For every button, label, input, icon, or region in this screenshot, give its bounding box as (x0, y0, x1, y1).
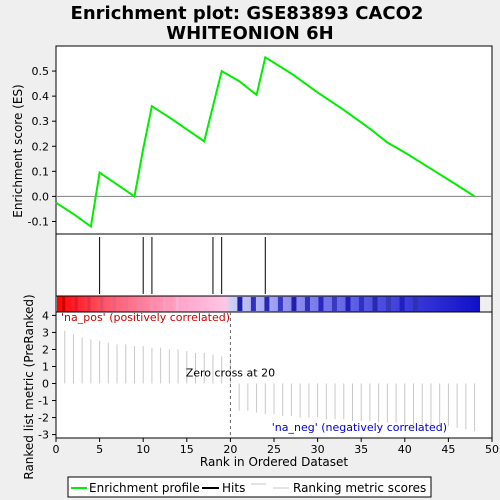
metric-y-tick-label: 3 (42, 326, 49, 339)
metric-y-tick-label: 1 (42, 360, 49, 373)
es-y-tick-label: 0.4 (32, 90, 50, 103)
color-band-stripe (359, 297, 365, 311)
color-band-stripe (413, 297, 419, 311)
x-axis-label: Rank in Ordered Dataset (200, 455, 348, 469)
x-tick-label: 50 (485, 443, 499, 456)
color-band-stripe (291, 297, 297, 311)
color-band-stripe (87, 297, 91, 311)
color-band-stripe (112, 297, 116, 311)
metric-panel (55, 311, 493, 439)
es-y-tick-label: 0.2 (32, 140, 50, 153)
color-band-stripe (250, 297, 256, 311)
x-tick-label: 40 (398, 443, 412, 456)
es-y-tick-label: 0.3 (32, 115, 50, 128)
x-tick-label: 10 (136, 443, 150, 456)
x-tick-label: 20 (223, 443, 237, 456)
color-band-stripe (175, 297, 179, 311)
metric-y-tick-label: -1 (38, 395, 49, 408)
x-tick-label: 35 (354, 443, 368, 456)
negative-correlation-label: 'na_neg' (negatively correlated) (272, 421, 447, 434)
legend-enrichment-label: Enrichment profile (89, 481, 200, 495)
es-y-axis-label: Enrichment score (ES) (11, 84, 25, 217)
color-band-stripe (264, 297, 270, 311)
positive-correlation-label: 'na_pos' (positively correlated) (61, 311, 230, 324)
es-y-tick-label: -0.1 (28, 215, 49, 228)
hits-panel (55, 233, 493, 297)
color-band-stripe (386, 297, 392, 311)
color-band-stripe (74, 297, 78, 311)
x-tick-label: 25 (267, 443, 281, 456)
es-y-tick-label: 0.0 (32, 190, 50, 203)
es-y-tick-label: 0.5 (32, 65, 50, 78)
x-tick-label: 5 (96, 443, 103, 456)
color-band-stripe (277, 297, 283, 311)
legend-hits-label: Hits (222, 481, 245, 495)
color-band-stripe (150, 297, 154, 311)
color-band-stripe (237, 297, 243, 311)
color-band-stripe (304, 297, 310, 311)
es-y-tick-label: 0.1 (32, 165, 50, 178)
metric-y-axis-label: Ranked list metric (PreRanked) (22, 294, 36, 479)
color-band-stripe (331, 297, 337, 311)
color-band-stripe (137, 297, 141, 311)
color-band-stripes (62, 297, 419, 311)
x-tick-label: 45 (441, 443, 455, 456)
es-panel (55, 45, 493, 235)
color-band-stripe (345, 297, 351, 311)
color-band-stripe (318, 297, 324, 311)
legend-metric-label: Ranking metric scores (293, 481, 426, 495)
metric-y-tick-label: -2 (38, 412, 49, 425)
x-tick-label: 30 (311, 443, 325, 456)
color-band-stripe (399, 297, 405, 311)
color-band-stripe (100, 297, 104, 311)
color-band-stripe (62, 297, 66, 311)
metric-y-tick-label: 2 (42, 343, 49, 356)
legend-box (67, 476, 432, 498)
x-tick-label: 15 (180, 443, 194, 456)
color-band-stripe (125, 297, 129, 311)
enrichment-profile-line (55, 55, 476, 229)
color-band-stripe (163, 297, 167, 311)
metric-y-tick-label: 0 (42, 378, 49, 391)
legend: Enrichment profile Hits Ranking metric s… (67, 476, 432, 498)
x-tick-label: 0 (53, 443, 60, 456)
color-band-stripe (372, 297, 378, 311)
chart-title-line-2: WHITEONION 6H (166, 23, 333, 44)
metric-y-tick-label: -3 (38, 429, 49, 442)
chart-title-line-1: Enrichment plot: GSE83893 CACO2 (71, 3, 424, 24)
metric-y-tick-label: 4 (42, 309, 49, 322)
zero-cross-label: Zero cross at 20 (186, 367, 275, 380)
